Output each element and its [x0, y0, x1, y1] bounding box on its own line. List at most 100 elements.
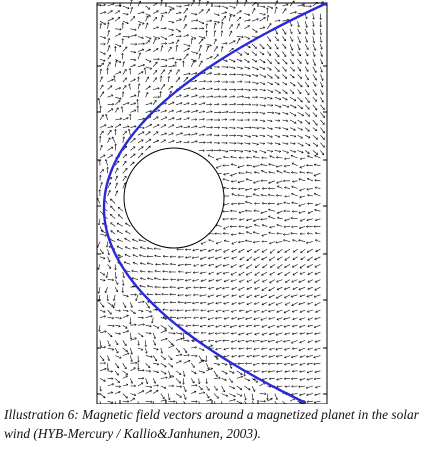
field-vector — [260, 210, 268, 214]
field-vector — [122, 13, 129, 15]
field-vector-head — [118, 100, 121, 103]
field-vector — [215, 248, 222, 252]
field-vector — [312, 74, 317, 81]
field-vector-head — [237, 202, 240, 206]
field-vector-head — [111, 347, 115, 351]
field-vector — [208, 279, 215, 282]
field-vector-head — [229, 30, 233, 34]
field-vector-head — [109, 312, 112, 315]
field-vector — [131, 270, 139, 273]
field-vector-head — [124, 68, 127, 72]
field-vector — [192, 248, 199, 251]
field-vector-head — [237, 23, 240, 26]
field-vector-head — [261, 273, 264, 276]
field-vector-head — [207, 309, 210, 313]
field-vector-head — [267, 193, 271, 197]
field-vector-head — [252, 181, 256, 184]
field-vector — [191, 103, 197, 106]
field-vector-head — [267, 362, 270, 366]
field-vector — [230, 271, 237, 276]
field-vector — [261, 286, 268, 291]
field-vector — [274, 142, 281, 145]
field-vector — [260, 164, 268, 166]
field-vector — [115, 324, 121, 327]
field-vector — [215, 332, 222, 334]
field-vector-head — [244, 209, 248, 213]
field-vector-head — [192, 324, 195, 327]
field-vector — [277, 271, 283, 276]
field-vector-head — [254, 273, 257, 276]
field-vector — [282, 43, 287, 49]
field-vector-head — [180, 353, 183, 357]
field-vector-head — [300, 121, 303, 124]
field-vector-head — [276, 202, 279, 206]
field-vector-head — [240, 394, 243, 397]
field-vector-head — [278, 97, 282, 101]
field-vector-head — [292, 75, 295, 79]
field-vector — [314, 209, 321, 212]
field-vector-head — [147, 40, 150, 43]
field-vector — [274, 28, 278, 35]
field-vector-head — [230, 265, 233, 268]
field-vector — [107, 190, 111, 197]
field-vector-head — [251, 398, 255, 401]
field-vector — [191, 391, 197, 394]
field-vector-head — [187, 140, 190, 144]
field-vector — [304, 104, 310, 110]
field-vector — [107, 383, 114, 387]
field-vector-head — [223, 15, 226, 19]
field-vector — [269, 256, 275, 261]
field-vector-head — [142, 42, 146, 46]
field-vector-head — [105, 113, 108, 117]
field-vector-head — [313, 377, 316, 381]
field-vector — [307, 302, 313, 305]
field-vector-head — [194, 59, 197, 63]
field-vector — [114, 182, 118, 189]
field-vector — [206, 43, 212, 46]
field-vector — [236, 400, 243, 404]
field-vector — [183, 48, 190, 52]
field-vector-head — [104, 234, 108, 237]
field-vector — [244, 150, 251, 152]
field-vector — [236, 127, 244, 129]
field-vector — [277, 210, 283, 214]
field-vector-head — [260, 169, 264, 173]
field-vector — [221, 127, 228, 129]
field-vector-head — [275, 397, 278, 401]
field-vector — [200, 302, 207, 304]
field-vector-head — [127, 125, 130, 128]
field-vector — [230, 324, 237, 328]
field-vector — [299, 355, 306, 358]
field-vector — [183, 102, 190, 106]
field-vector-head — [147, 7, 151, 10]
field-vector-head — [184, 23, 187, 27]
field-vector-head — [164, 26, 167, 30]
field-vector-head — [231, 294, 234, 298]
field-vector — [207, 324, 215, 327]
field-vector — [122, 20, 129, 24]
field-vector-head — [261, 333, 264, 336]
field-vector-head — [291, 347, 295, 350]
field-vector-head — [223, 250, 226, 253]
field-vector-head — [214, 38, 217, 42]
field-vector-head — [145, 381, 149, 385]
field-vector-head — [218, 4, 221, 8]
field-vector-head — [307, 122, 311, 125]
field-vector-head — [291, 332, 295, 336]
field-vector — [215, 256, 222, 260]
field-vector — [145, 76, 149, 83]
field-vector-head — [245, 332, 249, 336]
field-vector-head — [269, 225, 272, 229]
field-vector — [307, 286, 313, 290]
field-vector — [306, 378, 313, 380]
field-vector — [129, 83, 131, 90]
field-vector — [198, 28, 205, 30]
field-vector-head — [314, 272, 318, 275]
field-vector-head — [164, 37, 168, 40]
field-vector — [320, 127, 325, 134]
field-vector — [190, 363, 195, 368]
field-vector-head — [124, 175, 127, 178]
field-vector-head — [119, 316, 123, 320]
field-vector — [269, 226, 275, 228]
field-vector — [175, 77, 181, 83]
